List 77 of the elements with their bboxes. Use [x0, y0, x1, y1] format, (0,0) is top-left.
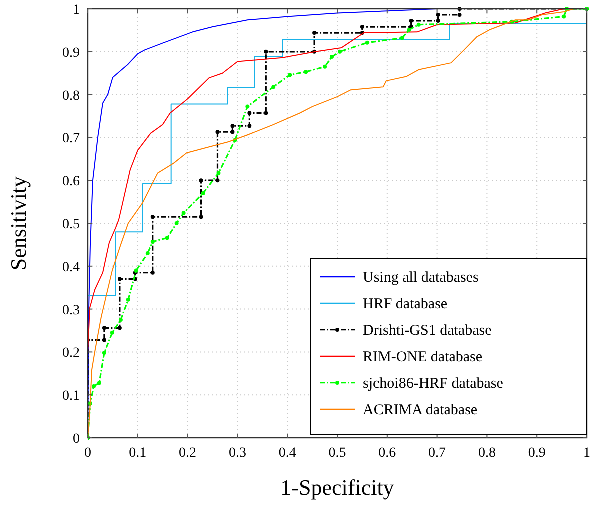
- point: [216, 171, 221, 176]
- y-tick-label: 0.3: [62, 303, 80, 318]
- x-tick-label: 0.4: [278, 446, 296, 461]
- legend-label: ACRIMA database: [363, 402, 478, 418]
- point: [146, 252, 150, 256]
- y-tick-label: 0.1: [62, 389, 80, 404]
- point: [118, 318, 123, 322]
- x-tick-label: 0.9: [528, 446, 546, 461]
- point: [182, 211, 186, 216]
- legend-label: Using all databases: [363, 270, 479, 286]
- point: [118, 277, 122, 282]
- y-axis-title: Sensitivity: [6, 176, 31, 271]
- point: [360, 25, 364, 30]
- x-axis-title: 1-Specificity: [280, 475, 394, 500]
- y-tick-label: 0.2: [62, 346, 80, 362]
- legend-label: RIM-ONE database: [363, 350, 483, 366]
- legend-label: sjchoi86-HRF database: [363, 376, 504, 392]
- point: [436, 19, 440, 24]
- point: [338, 50, 342, 54]
- point: [150, 270, 155, 275]
- y-tick-label: 0.9: [62, 46, 80, 61]
- x-tick-label: 0.7: [428, 446, 446, 461]
- x-tick-label: 0.1: [129, 446, 147, 461]
- x-tick-label: 0.5: [328, 446, 346, 461]
- point: [150, 240, 155, 244]
- y-tick-label: 0: [73, 432, 80, 447]
- x-tick-label: 1: [584, 446, 590, 461]
- point: [288, 73, 292, 78]
- x-tick-label: 0.2: [179, 446, 197, 461]
- point: [92, 384, 96, 389]
- x-tick-label: 0.8: [478, 446, 496, 461]
- point: [330, 55, 334, 60]
- point: [264, 50, 268, 54]
- legend-label: Drishti-GS1 database: [363, 323, 492, 339]
- x-tick-label: 0: [84, 446, 92, 461]
- y-tick-label: 0.6: [62, 174, 80, 190]
- point: [400, 36, 404, 40]
- point: [304, 70, 308, 74]
- point: [365, 40, 370, 45]
- point: [272, 85, 276, 90]
- point: [102, 351, 106, 356]
- point: [323, 64, 328, 69]
- y-tick-label: 0.7: [62, 132, 80, 147]
- point: [216, 178, 220, 183]
- point: [409, 19, 414, 24]
- point: [248, 124, 252, 128]
- legend-label: HRF database: [363, 296, 448, 312]
- point: [407, 28, 412, 32]
- point: [199, 178, 204, 183]
- point: [416, 22, 421, 27]
- point: [216, 130, 220, 134]
- point: [458, 13, 462, 18]
- point: [562, 14, 566, 19]
- y-tick-label: 0.5: [62, 218, 80, 232]
- point: [246, 104, 250, 109]
- point: [174, 222, 179, 226]
- point: [199, 215, 204, 220]
- y-tick-label: 0.8: [62, 88, 80, 104]
- point: [230, 124, 235, 128]
- point: [102, 338, 106, 342]
- point: [230, 130, 235, 134]
- y-tick-label: 1: [73, 3, 80, 18]
- point: [312, 31, 317, 36]
- point: [264, 111, 268, 116]
- y-tick-label: 0.4: [62, 260, 80, 276]
- point: [126, 298, 130, 302]
- point: [118, 326, 122, 330]
- point: [248, 111, 252, 116]
- point: [201, 191, 206, 196]
- point: [165, 236, 170, 240]
- point: [110, 330, 114, 335]
- x-tick-label: 0.3: [228, 446, 246, 461]
- point: [436, 13, 440, 18]
- point: [102, 326, 106, 330]
- point: [150, 215, 155, 220]
- point: [97, 381, 102, 386]
- x-tick-label: 0.6: [378, 446, 396, 461]
